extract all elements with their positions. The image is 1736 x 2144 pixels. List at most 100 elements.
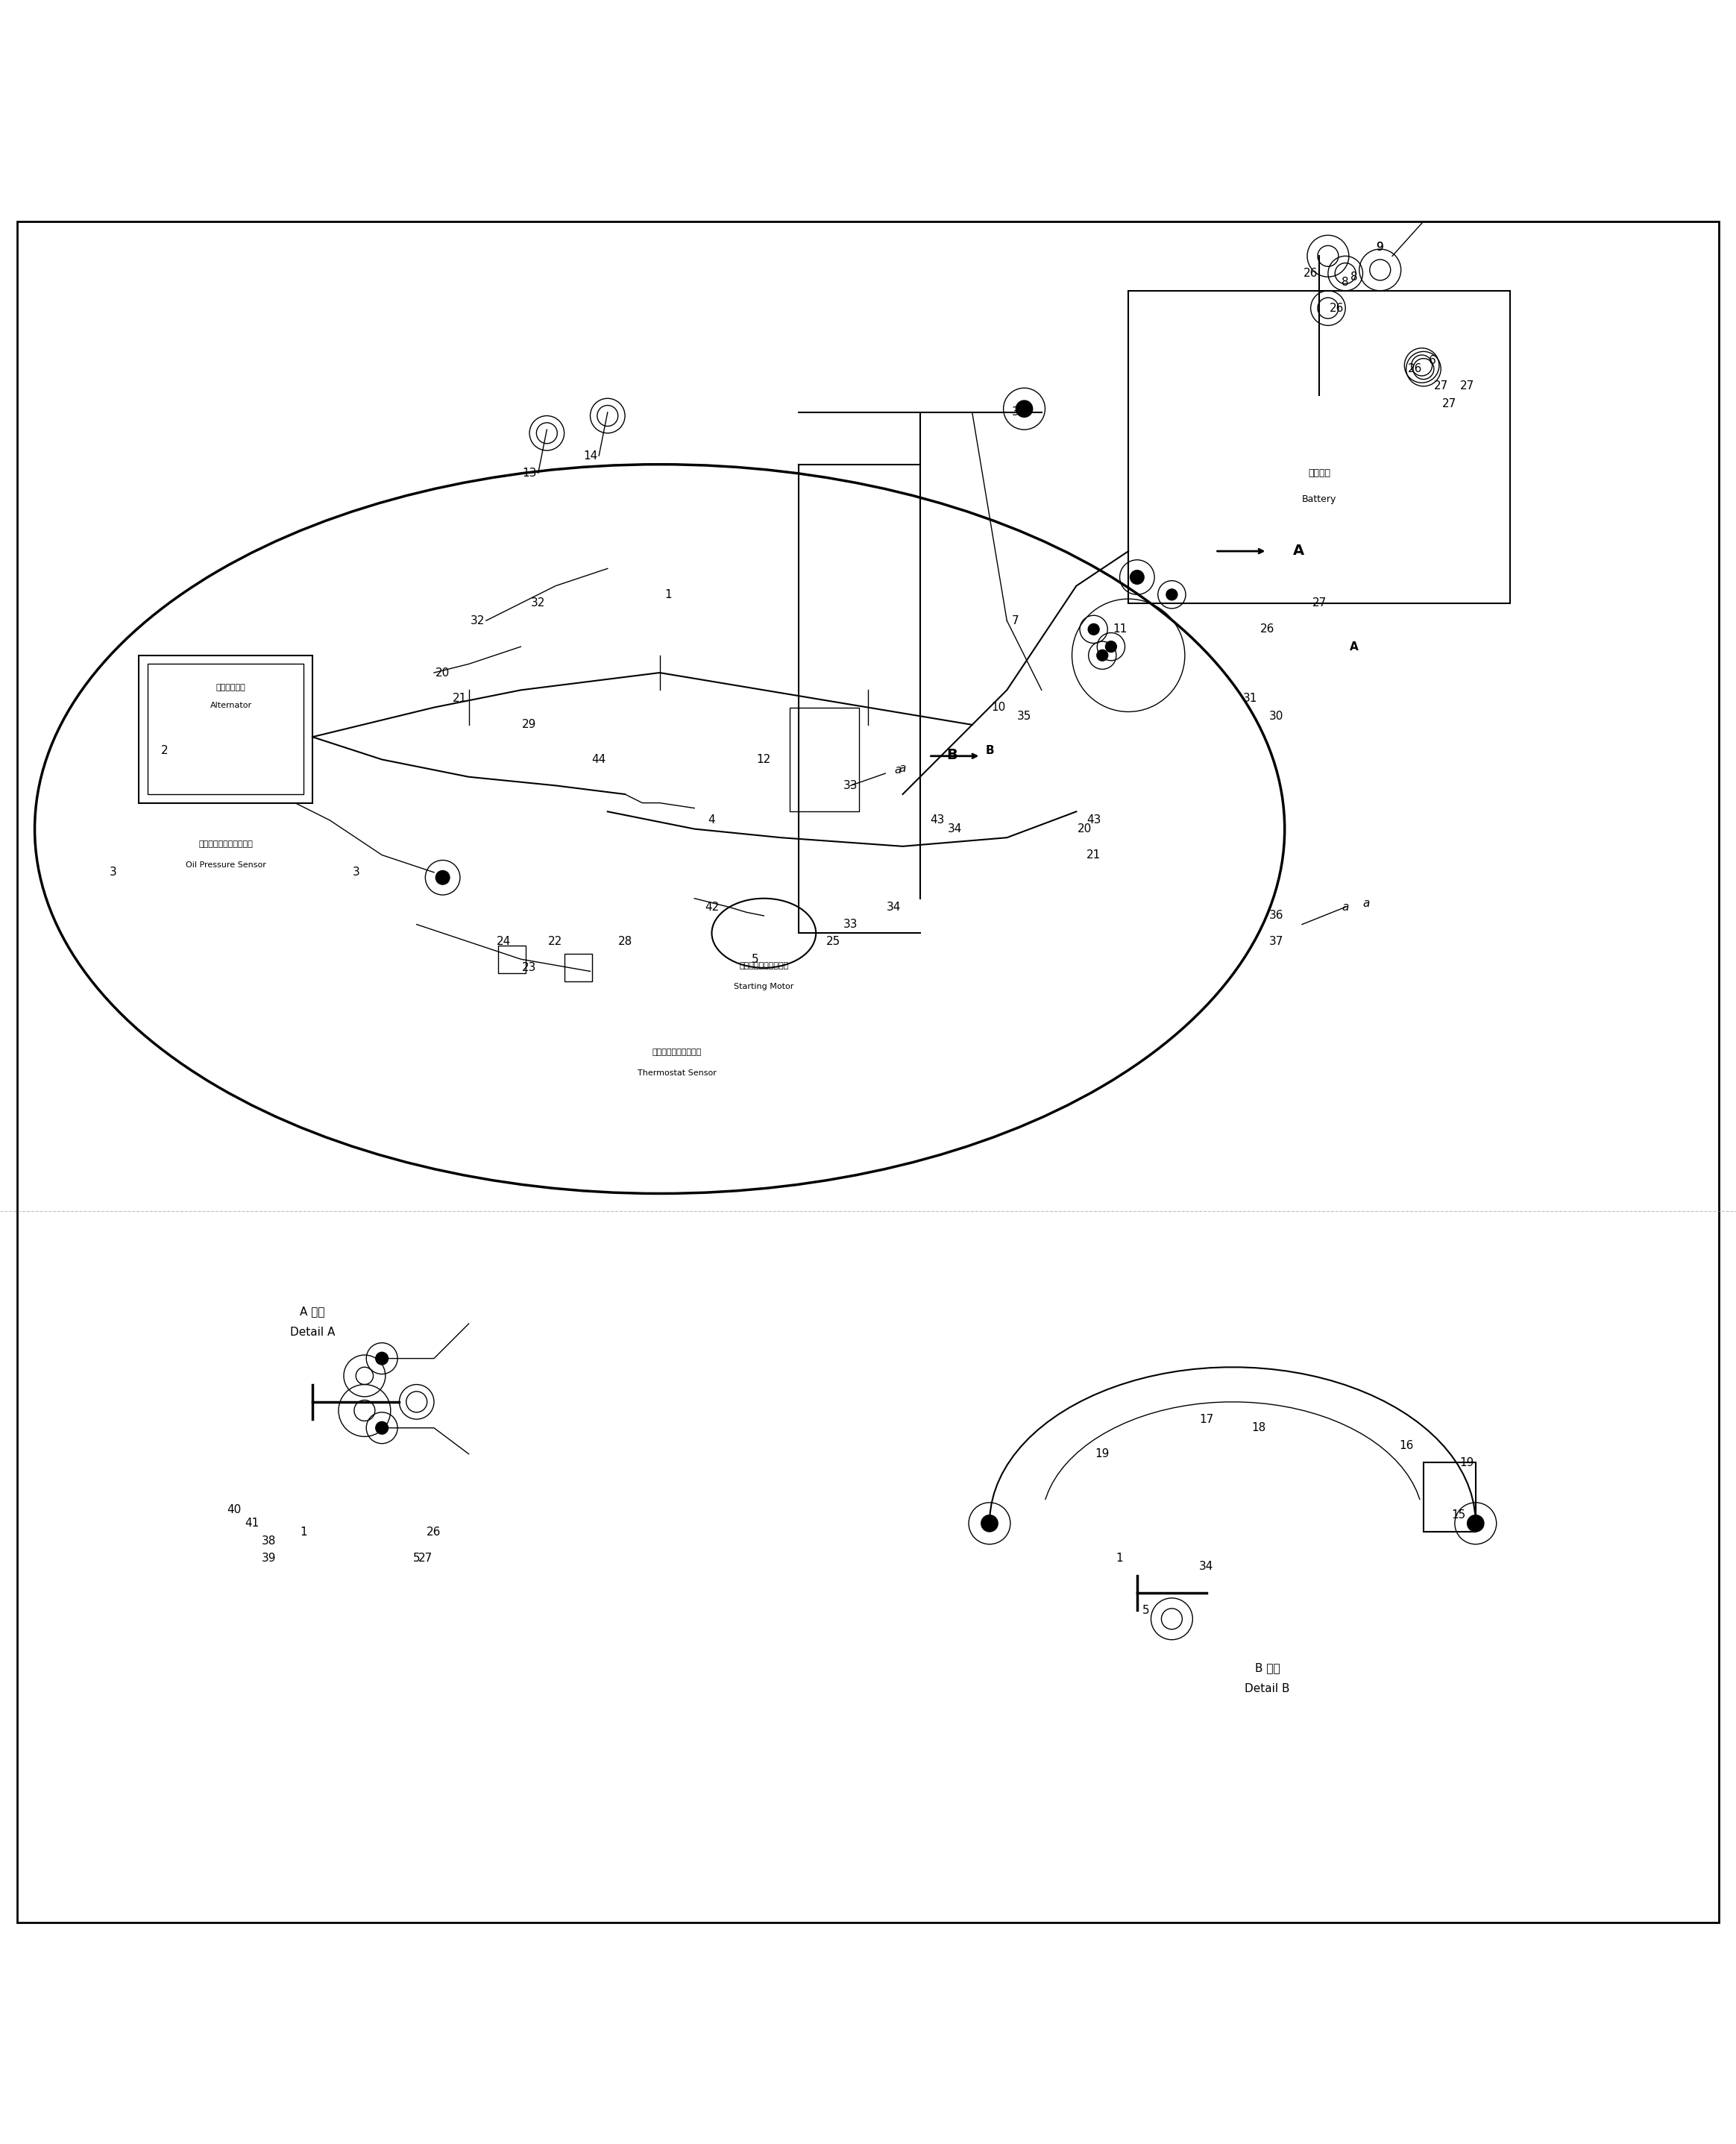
- Text: Alternator: Alternator: [210, 701, 252, 710]
- Text: 27: 27: [1460, 382, 1474, 392]
- Text: 24: 24: [496, 937, 510, 948]
- Text: 3: 3: [352, 866, 359, 877]
- Text: 34: 34: [1200, 1561, 1213, 1572]
- Text: 35: 35: [1017, 710, 1031, 723]
- Text: 36: 36: [1269, 911, 1283, 922]
- Text: 20: 20: [1078, 823, 1092, 834]
- Text: 27: 27: [1312, 598, 1326, 609]
- Text: 22: 22: [549, 937, 562, 948]
- Text: 9: 9: [1377, 242, 1384, 253]
- Text: バッテリ: バッテリ: [1309, 467, 1330, 478]
- Circle shape: [375, 1421, 389, 1434]
- Text: 39: 39: [262, 1552, 276, 1563]
- Text: 14: 14: [583, 450, 597, 461]
- Text: 43: 43: [1087, 815, 1101, 825]
- Text: 34: 34: [887, 900, 901, 913]
- Circle shape: [375, 1353, 389, 1366]
- Text: 26: 26: [1260, 624, 1274, 635]
- Text: 19: 19: [1460, 1458, 1474, 1469]
- Text: 17: 17: [1200, 1413, 1213, 1426]
- Text: Thermostat Sensor: Thermostat Sensor: [637, 1070, 717, 1076]
- Text: B: B: [946, 748, 957, 763]
- Text: スターティングモータ: スターティングモータ: [740, 963, 788, 969]
- Text: 38: 38: [262, 1535, 276, 1546]
- Text: A 詳細: A 詳細: [300, 1306, 325, 1316]
- Circle shape: [436, 870, 450, 885]
- Circle shape: [1167, 590, 1177, 600]
- Text: 42: 42: [705, 900, 719, 913]
- Text: 25: 25: [826, 937, 840, 948]
- Text: 1: 1: [665, 590, 672, 600]
- Text: 1: 1: [1116, 1552, 1123, 1563]
- Bar: [139, 656, 312, 802]
- Text: a: a: [899, 763, 906, 774]
- Circle shape: [1097, 650, 1108, 660]
- Text: a: a: [894, 765, 901, 776]
- Text: 19: 19: [1095, 1449, 1109, 1460]
- Text: Oil Pressure Sensor: Oil Pressure Sensor: [186, 862, 266, 868]
- Text: 11: 11: [1113, 624, 1127, 635]
- Text: Battery: Battery: [1302, 495, 1337, 504]
- Circle shape: [1016, 401, 1033, 418]
- Text: a: a: [1363, 898, 1370, 909]
- Text: 29: 29: [523, 718, 536, 731]
- Text: B: B: [986, 746, 993, 757]
- Text: A: A: [1349, 641, 1359, 652]
- Text: 6: 6: [1429, 354, 1436, 367]
- Text: 26: 26: [1330, 302, 1344, 313]
- Text: 33: 33: [844, 780, 858, 791]
- Text: オルタネータ: オルタネータ: [215, 684, 247, 693]
- Text: オイルプレッシャセンサ: オイルプレッシャセンサ: [198, 840, 253, 847]
- Text: Detail A: Detail A: [290, 1327, 335, 1338]
- Text: a: a: [1342, 900, 1349, 913]
- Text: 8: 8: [1351, 272, 1358, 283]
- Text: 5: 5: [752, 954, 759, 965]
- Text: 2: 2: [161, 746, 168, 757]
- Text: 21: 21: [1087, 849, 1101, 860]
- Bar: [498, 946, 526, 973]
- Text: 9: 9: [1377, 242, 1384, 253]
- Text: サーモスタットセンサ: サーモスタットセンサ: [653, 1048, 701, 1057]
- Text: Starting Motor: Starting Motor: [734, 982, 793, 991]
- Text: 21: 21: [453, 693, 467, 705]
- Bar: [790, 708, 859, 813]
- Text: B 詳細: B 詳細: [1255, 1662, 1279, 1672]
- Text: 3: 3: [109, 866, 116, 877]
- Text: 23: 23: [523, 963, 536, 973]
- Text: 4: 4: [708, 815, 715, 825]
- Text: 27: 27: [1443, 399, 1457, 410]
- Text: 8: 8: [1342, 277, 1349, 287]
- Text: 26: 26: [1408, 362, 1422, 375]
- Text: 26: 26: [1304, 268, 1318, 279]
- Text: 37: 37: [1269, 937, 1283, 948]
- Text: 30: 30: [1269, 710, 1283, 723]
- Text: 44: 44: [592, 755, 606, 765]
- Text: A: A: [1293, 542, 1304, 557]
- Text: 12: 12: [757, 755, 771, 765]
- Text: 40: 40: [227, 1503, 241, 1516]
- Text: 16: 16: [1399, 1439, 1413, 1451]
- Text: 3: 3: [1012, 407, 1019, 418]
- Bar: [1424, 1462, 1476, 1533]
- Text: 5: 5: [1142, 1604, 1149, 1617]
- Text: 10: 10: [991, 701, 1005, 714]
- Circle shape: [1088, 624, 1099, 635]
- Text: 26: 26: [427, 1527, 441, 1537]
- Text: 20: 20: [436, 667, 450, 678]
- Text: 31: 31: [1243, 693, 1257, 705]
- Text: 5: 5: [413, 1552, 420, 1563]
- Bar: [148, 665, 304, 793]
- Text: 1: 1: [300, 1527, 307, 1537]
- Text: 32: 32: [470, 615, 484, 626]
- Text: 43: 43: [930, 815, 944, 825]
- Text: 34: 34: [948, 823, 962, 834]
- Text: 33: 33: [844, 920, 858, 930]
- Text: 15: 15: [1451, 1509, 1465, 1520]
- Circle shape: [1467, 1516, 1484, 1531]
- Text: 27: 27: [418, 1552, 432, 1563]
- Text: 32: 32: [531, 598, 545, 609]
- Circle shape: [981, 1516, 998, 1531]
- Circle shape: [1106, 641, 1116, 652]
- Text: 27: 27: [1434, 382, 1448, 392]
- Circle shape: [1130, 570, 1144, 583]
